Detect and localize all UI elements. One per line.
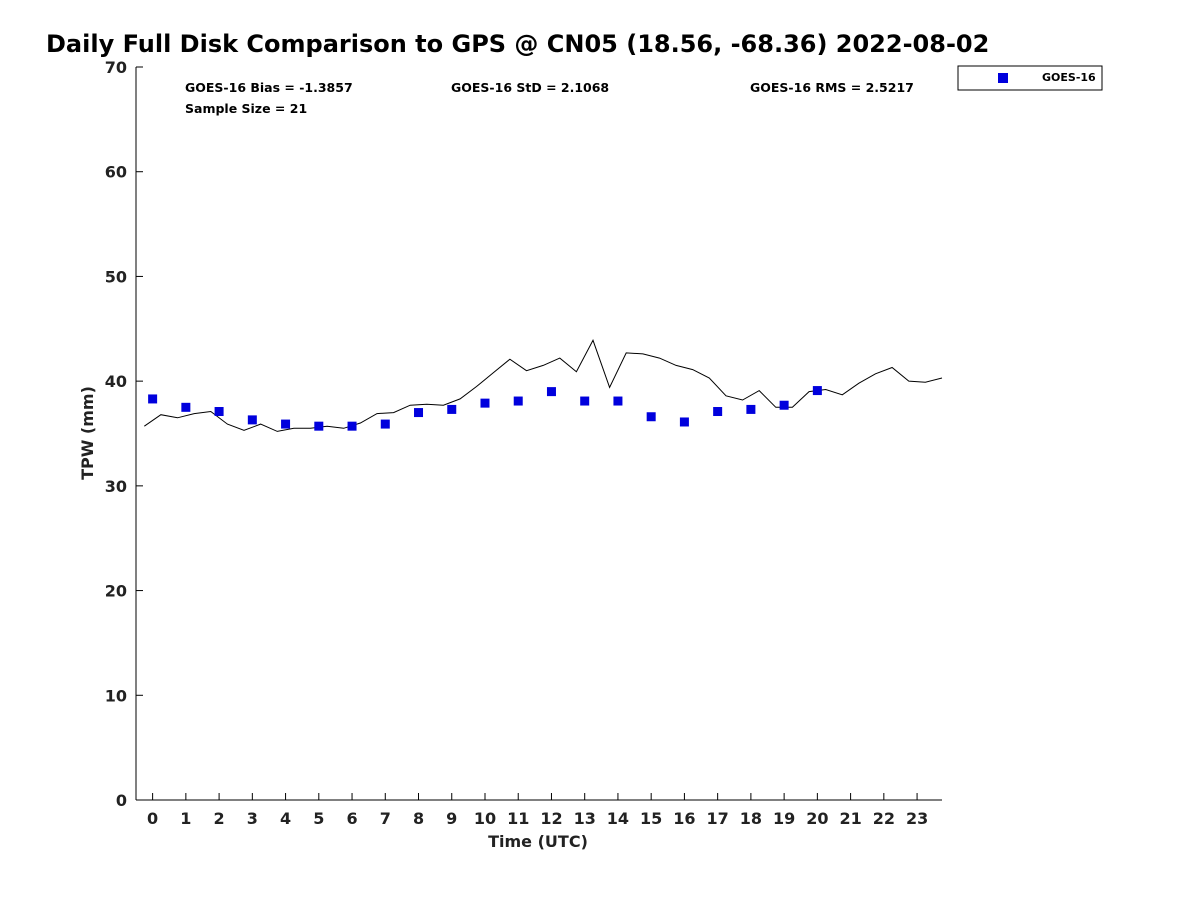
ticks: 0 1 2 3 4 5 6 7 8 9 10 11 12 13 14 15 16 17 18 19 20 21 22 2301… (105, 58, 928, 828)
y-tick-label: 60 (105, 163, 127, 182)
x-tick-label: 17 (707, 809, 729, 828)
goes16-point (513, 396, 523, 406)
x-tick-label: 2 (214, 809, 225, 828)
y-tick-label: 30 (105, 477, 127, 496)
x-tick-label: 3 (247, 809, 258, 828)
std-stat: GOES-16 StD = 2.1068 (451, 80, 609, 95)
goes16-point (414, 408, 424, 418)
goes16-point (779, 400, 789, 410)
goes16-point (580, 396, 590, 406)
sample-size-stat: Sample Size = 21 (185, 101, 307, 116)
goes16-point (247, 415, 257, 425)
legend-marker (998, 73, 1008, 83)
rms-stat: GOES-16 RMS = 2.5217 (750, 80, 914, 95)
goes16-point (746, 404, 756, 414)
goes16-point (646, 412, 656, 422)
x-tick-label: 21 (839, 809, 861, 828)
x-tick-label: 13 (574, 809, 596, 828)
goes16-points-layer (148, 386, 822, 431)
goes16-point (713, 407, 723, 417)
chart-title: Daily Full Disk Comparison to GPS @ CN05… (46, 30, 990, 58)
goes16-point (281, 419, 291, 429)
gps-tpw-line (144, 339, 943, 432)
x-tick-label: 23 (906, 809, 928, 828)
x-tick-label: 4 (280, 809, 291, 828)
goes16-point (480, 398, 490, 408)
legend-label: GOES-16 (1042, 71, 1096, 84)
goes16-point (546, 387, 556, 397)
x-tick-label: 15 (640, 809, 662, 828)
legend-box (957, 65, 1103, 91)
x-tick-label: 8 (413, 809, 424, 828)
goes16-point (679, 417, 689, 427)
y-axis-label: TPW (mm) (78, 386, 97, 480)
y-tick-label: 0 (116, 791, 127, 810)
goes16-point (812, 386, 822, 396)
x-axis-label: Time (UTC) (488, 832, 588, 851)
y-tick-label: 40 (105, 372, 127, 391)
goes16-point (314, 421, 324, 431)
goes16-point (447, 404, 457, 414)
x-tick-label: 12 (540, 809, 562, 828)
x-tick-label: 20 (806, 809, 828, 828)
x-tick-label: 1 (180, 809, 191, 828)
goes16-point (214, 407, 224, 417)
goes16-point (613, 396, 623, 406)
x-tick-label: 5 (313, 809, 324, 828)
axes (135, 67, 942, 801)
x-tick-label: 6 (346, 809, 357, 828)
x-tick-label: 11 (507, 809, 529, 828)
x-tick-label: 16 (673, 809, 695, 828)
x-tick-label: 18 (740, 809, 762, 828)
x-tick-label: 10 (474, 809, 496, 828)
x-tick-label: 7 (380, 809, 391, 828)
goes16-point (181, 402, 191, 412)
y-tick-label: 20 (105, 582, 127, 601)
y-tick-label: 70 (105, 58, 127, 77)
legend: GOES-16 (957, 65, 1103, 91)
x-tick-label: 9 (446, 809, 457, 828)
x-tick-label: 19 (773, 809, 795, 828)
y-tick-label: 50 (105, 267, 127, 286)
x-tick-label: 22 (873, 809, 895, 828)
gps-line-layer (144, 339, 943, 432)
goes16-point (148, 394, 158, 404)
y-tick-label: 10 (105, 686, 127, 705)
goes16-point (347, 421, 357, 431)
x-tick-label: 0 (147, 809, 158, 828)
bias-stat: GOES-16 Bias = -1.3857 (185, 80, 353, 95)
goes16-point (380, 419, 390, 429)
x-tick-label: 14 (607, 809, 629, 828)
